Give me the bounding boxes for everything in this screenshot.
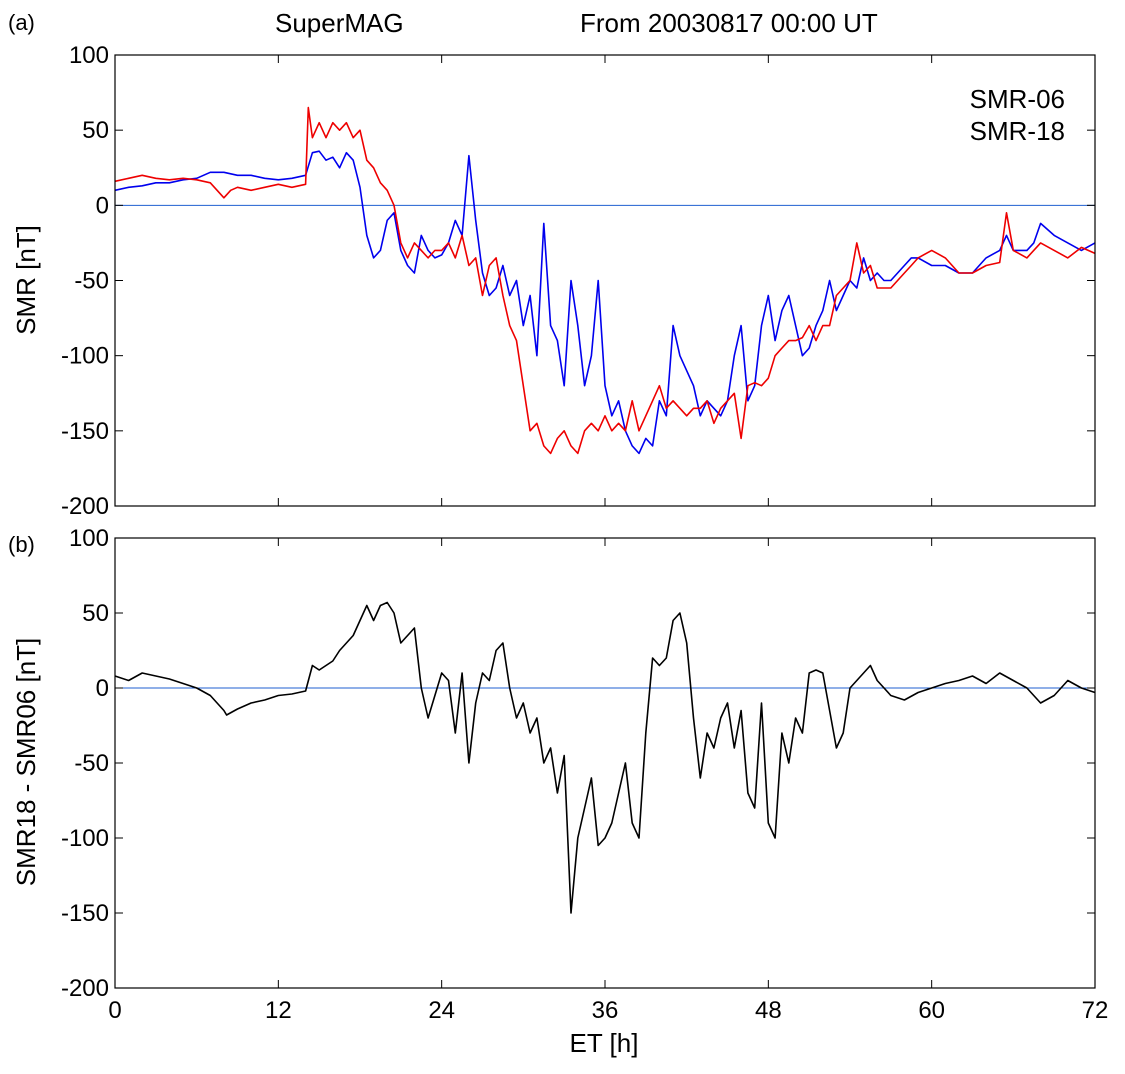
y-tick-label: 50 — [82, 600, 109, 627]
series-difference — [114, 601, 1096, 914]
panel-b-ylabel: SMR18 - SMR06 [nT] — [11, 638, 41, 887]
series-smr-18 — [114, 106, 1096, 455]
y-tick-label: 0 — [96, 192, 109, 219]
y-tick-label: -100 — [61, 825, 109, 852]
x-tick-label: 72 — [1082, 997, 1109, 1024]
panel-a-plot-area: -200 -150 -100 -50 0 50 100 — [61, 42, 1096, 520]
y-tick-label: 0 — [96, 675, 109, 702]
legend-smr-06: SMR-06 — [970, 84, 1065, 114]
x-axis-label: ET [h] — [570, 1028, 639, 1058]
x-tick-label: 36 — [592, 997, 619, 1024]
y-tick-label: 100 — [69, 42, 109, 69]
panel-b-label: (b) — [8, 532, 35, 557]
panel-a-ylabel: SMR [nT] — [11, 225, 41, 335]
y-tick-label: -50 — [74, 268, 109, 295]
y-tick-label: -100 — [61, 343, 109, 370]
legend: SMR-06 SMR-18 — [970, 84, 1065, 146]
y-tick-label: -150 — [61, 418, 109, 445]
y-tick-label: -150 — [61, 900, 109, 927]
y-tick-label: 100 — [69, 525, 109, 552]
panel-a-label: (a) — [8, 10, 35, 35]
x-tick-label: 12 — [265, 997, 292, 1024]
panel-a: (a) -200 -150 -100 -50 0 50 100 SMR [nT] SMR-0… — [8, 10, 1096, 520]
plot-frame — [114, 537, 1096, 989]
legend-smr-18: SMR-18 — [970, 116, 1065, 146]
panel-b-plot-area: -200 -150 -100 -50 0 50 100 0 12 24 36 48 60 72 — [61, 525, 1108, 1024]
x-tick-label: 48 — [755, 997, 782, 1024]
x-tick-label: 60 — [918, 997, 945, 1024]
y-tick-label: -200 — [61, 493, 109, 520]
y-tick-label: -50 — [74, 750, 109, 777]
series-smr-06 — [114, 150, 1096, 455]
plot-frame — [114, 54, 1096, 507]
y-tick-label: 50 — [82, 117, 109, 144]
x-tick-label: 0 — [108, 997, 121, 1024]
panel-b: (b) -200 -150 -100 -50 0 50 100 0 12 24 36 48 60 72 S… — [8, 525, 1108, 1024]
y-tick-label: -200 — [61, 975, 109, 1002]
title-supermag: SuperMAG — [275, 8, 404, 38]
title-start-time: From 20030817 00:00 UT — [580, 8, 878, 38]
x-tick-label: 24 — [428, 997, 455, 1024]
